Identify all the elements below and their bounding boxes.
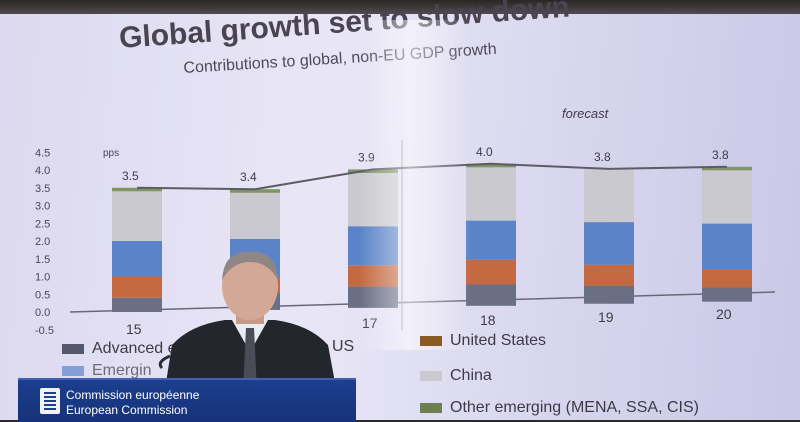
bar-segment	[702, 269, 752, 288]
y-tick-label: 2.5	[35, 218, 50, 230]
bar-segment	[230, 189, 280, 193]
y-tick-label: 3.0	[35, 201, 50, 213]
category-label: 15	[126, 321, 142, 337]
legend-emerging: Emergin	[62, 362, 152, 380]
bar-segment	[466, 259, 516, 285]
y-unit-label: pps	[103, 148, 119, 159]
total-label: 3.4	[240, 170, 257, 184]
legend-china: China	[420, 367, 492, 385]
forecast-label: forecast	[562, 106, 609, 121]
eu-commission-logo	[40, 388, 60, 414]
y-tick-label: 2.0	[35, 236, 50, 248]
legend-label: United States	[450, 332, 547, 349]
podium-text-en: European Commission	[66, 403, 188, 417]
legend-label: Advanced e	[92, 340, 177, 357]
microphone	[158, 354, 171, 370]
total-label: 3.5	[122, 169, 139, 183]
legend-swatch	[62, 344, 84, 354]
y-tick-label: 0.0	[35, 307, 50, 319]
podium: Commission européenne European Commissio…	[18, 378, 356, 422]
y-tick-label: 3.5	[35, 183, 50, 195]
legend-label: Other emerging (MENA, SSA, CIS)	[450, 399, 699, 416]
bar-segment	[112, 241, 162, 277]
category-label: 20	[716, 306, 732, 322]
speaker-head	[222, 252, 278, 320]
legend-swatch	[420, 403, 442, 413]
bar-segment	[702, 223, 752, 270]
total-label: 3.8	[712, 148, 729, 162]
legend-swatch	[62, 366, 84, 376]
bar-segment	[112, 187, 162, 192]
legend-us: US	[332, 338, 354, 356]
y-tick-label: 1.0	[35, 272, 50, 284]
bar-segment	[466, 163, 516, 168]
y-tick-label: -0.5	[35, 325, 54, 337]
legend-label: Emergin	[92, 362, 152, 379]
bar-segment	[112, 191, 162, 241]
y-tick-label: 4.5	[35, 147, 50, 159]
projector-glare	[360, 20, 470, 350]
category-label: 19	[598, 309, 614, 325]
legend-swatch	[420, 336, 442, 346]
bar-segment	[702, 287, 752, 302]
total-label: 4.0	[476, 145, 493, 159]
legend-other-emerging: Other emerging (MENA, SSA, CIS)	[420, 399, 699, 417]
y-tick-label: 1.5	[35, 254, 50, 266]
speaker-hair	[222, 251, 278, 280]
bar-segment	[230, 192, 280, 239]
bar-segment	[466, 167, 516, 221]
bar-segment	[112, 276, 162, 298]
legend-united-states: United States	[420, 332, 546, 350]
bar-segment	[702, 170, 752, 224]
legend-swatch	[420, 371, 442, 381]
bar-segment	[584, 264, 634, 286]
category-label: 18	[480, 312, 496, 328]
bar-segment	[584, 168, 634, 223]
legend-label: China	[450, 367, 492, 384]
bar-segment	[702, 166, 752, 171]
bar-segment	[584, 222, 634, 265]
bar-segment	[466, 284, 516, 306]
podium-text-fr: Commission européenne	[66, 388, 200, 402]
y-tick-label: 0.5	[35, 289, 50, 301]
bar-segment	[584, 285, 634, 304]
legend-label: US	[332, 338, 355, 355]
bar-segment	[112, 297, 162, 312]
bar-segment	[466, 220, 516, 260]
y-tick-label: 4.0	[35, 165, 50, 177]
total-label: 3.8	[594, 150, 611, 164]
legend-advanced: Advanced e	[62, 340, 177, 358]
